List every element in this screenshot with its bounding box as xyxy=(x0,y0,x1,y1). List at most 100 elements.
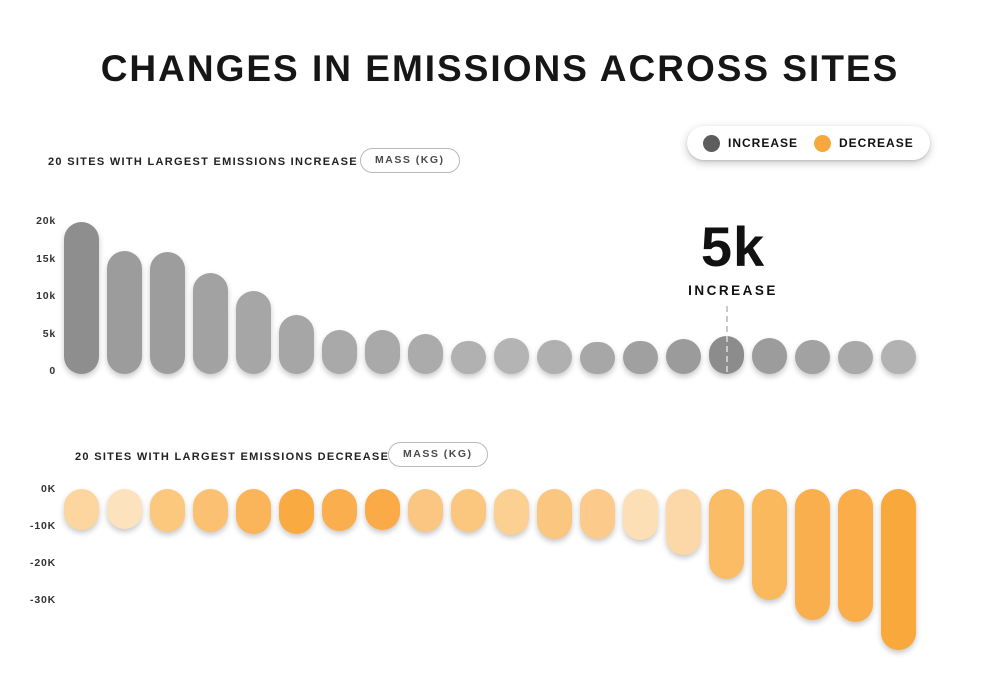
y-axis-tick-label: 10k xyxy=(36,290,56,302)
bar-site-6 xyxy=(279,315,314,374)
bar-site-19 xyxy=(838,341,873,374)
bar-slot xyxy=(275,489,318,664)
bar-site-10 xyxy=(451,341,486,374)
bar-site-11 xyxy=(494,338,529,374)
bar-slot xyxy=(705,489,748,664)
bar-site-2 xyxy=(107,489,142,529)
y-axis-tick-label: -10K xyxy=(30,520,56,532)
bar-slot xyxy=(662,214,705,374)
bar-slot xyxy=(533,214,576,374)
bar-slot xyxy=(146,214,189,374)
bar-slot xyxy=(318,489,361,664)
bar-site-3 xyxy=(150,489,185,532)
bar-site-15 xyxy=(666,339,701,374)
bar-slot xyxy=(748,214,791,374)
bar-slot xyxy=(619,214,662,374)
bar-slot xyxy=(791,214,834,374)
bar-site-14 xyxy=(623,341,658,374)
bar-slot xyxy=(877,214,920,374)
bar-slot xyxy=(232,489,275,664)
bar-site-15 xyxy=(666,489,701,555)
bar-site-1 xyxy=(64,489,99,530)
bar-site-17 xyxy=(752,338,787,374)
bar-site-5 xyxy=(236,489,271,534)
bar-site-20 xyxy=(881,340,916,374)
bar-site-12 xyxy=(537,340,572,374)
bar-site-8 xyxy=(365,489,400,530)
y-axis-tick-label: -20K xyxy=(30,557,56,569)
bar-slot xyxy=(361,214,404,374)
bar-slot xyxy=(189,489,232,664)
bar-site-12 xyxy=(537,489,572,539)
bar-slot xyxy=(103,214,146,374)
annotation-label: INCREASE xyxy=(688,283,778,298)
bar-site-16 xyxy=(709,489,744,579)
bar-site-20 xyxy=(881,489,916,650)
bar-site-9 xyxy=(408,489,443,532)
bar-site-5 xyxy=(236,291,271,374)
bar-slot xyxy=(490,214,533,374)
legend-label-increase: INCREASE xyxy=(728,136,799,150)
bar-site-2 xyxy=(107,251,142,374)
bar-site-3 xyxy=(150,252,185,374)
bar-slot xyxy=(619,489,662,664)
bar-slot xyxy=(877,489,920,664)
increase-dot-icon xyxy=(703,134,720,152)
bar-site-18 xyxy=(795,489,830,620)
y-axis-tick-label: 0 xyxy=(49,365,56,377)
bar-site-18 xyxy=(795,340,830,374)
bar-slot xyxy=(361,489,404,664)
bar-slot xyxy=(490,489,533,664)
bar-slot xyxy=(232,214,275,374)
bar-site-6 xyxy=(279,489,314,534)
bar-slot xyxy=(533,489,576,664)
chart-increase-title: 20 SITES WITH LARGEST EMISSIONS INCREASE xyxy=(48,156,358,168)
annotation-value: 5k xyxy=(700,215,766,278)
mass-unit-badge-decrease: MASS (KG) xyxy=(388,442,488,467)
bar-site-7 xyxy=(322,489,357,531)
legend: INCREASE DECREASE xyxy=(687,126,930,160)
bar-slot xyxy=(404,214,447,374)
bars-decrease xyxy=(60,489,920,664)
bar-site-1 xyxy=(64,222,99,374)
bar-slot xyxy=(404,489,447,664)
bar-site-13 xyxy=(580,342,615,374)
bar-site-9 xyxy=(408,334,443,374)
page-title: CHANGES IN EMISSIONS ACROSS SITES xyxy=(100,48,900,89)
legend-item-decrease: DECREASE xyxy=(814,134,914,152)
bar-slot xyxy=(146,489,189,664)
bar-slot xyxy=(791,489,834,664)
bar-slot xyxy=(318,214,361,374)
decrease-dot-icon xyxy=(814,134,832,152)
y-axis-tick-label: 20k xyxy=(36,215,56,227)
bar-slot xyxy=(275,214,318,374)
bar-slot xyxy=(189,214,232,374)
bar-site-7 xyxy=(322,330,357,374)
bar-site-17 xyxy=(752,489,787,600)
bar-slot xyxy=(60,214,103,374)
bar-slot xyxy=(447,489,490,664)
bar-site-4 xyxy=(193,489,228,532)
bar-site-8 xyxy=(365,330,400,374)
bar-slot xyxy=(447,214,490,374)
legend-label-decrease: DECREASE xyxy=(839,136,914,150)
mass-unit-badge-increase: MASS (KG) xyxy=(360,148,460,173)
bar-site-10 xyxy=(451,489,486,532)
bar-slot xyxy=(834,214,877,374)
bar-site-11 xyxy=(494,489,529,535)
bars-increase xyxy=(60,214,920,374)
bar-slot xyxy=(103,489,146,664)
annotation-connector-line xyxy=(726,306,728,372)
bar-slot xyxy=(834,489,877,664)
bar-slot xyxy=(60,489,103,664)
bar-site-14 xyxy=(623,489,658,540)
bar-slot xyxy=(748,489,791,664)
y-axis-tick-label: 15k xyxy=(36,253,56,265)
bar-slot xyxy=(576,489,619,664)
chart-decrease-title: 20 SITES WITH LARGEST EMISSIONS DECREASE xyxy=(75,451,390,463)
y-axis-tick-label: 5k xyxy=(42,328,56,340)
y-axis-tick-label: 0K xyxy=(40,483,56,495)
bar-site-4 xyxy=(193,273,228,374)
y-axis-tick-label: -30K xyxy=(30,594,56,606)
